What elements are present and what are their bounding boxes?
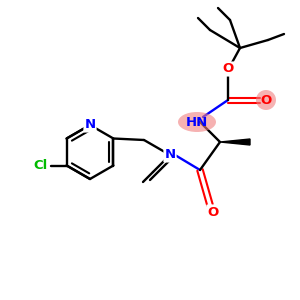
Ellipse shape bbox=[256, 90, 276, 110]
Text: Cl: Cl bbox=[34, 159, 48, 172]
Polygon shape bbox=[220, 139, 250, 145]
Text: HN: HN bbox=[186, 116, 208, 128]
Text: O: O bbox=[222, 62, 234, 76]
Text: N: N bbox=[164, 148, 175, 161]
Text: O: O bbox=[260, 94, 272, 106]
Text: N: N bbox=[84, 118, 96, 131]
Ellipse shape bbox=[178, 112, 216, 132]
Text: O: O bbox=[207, 206, 219, 218]
